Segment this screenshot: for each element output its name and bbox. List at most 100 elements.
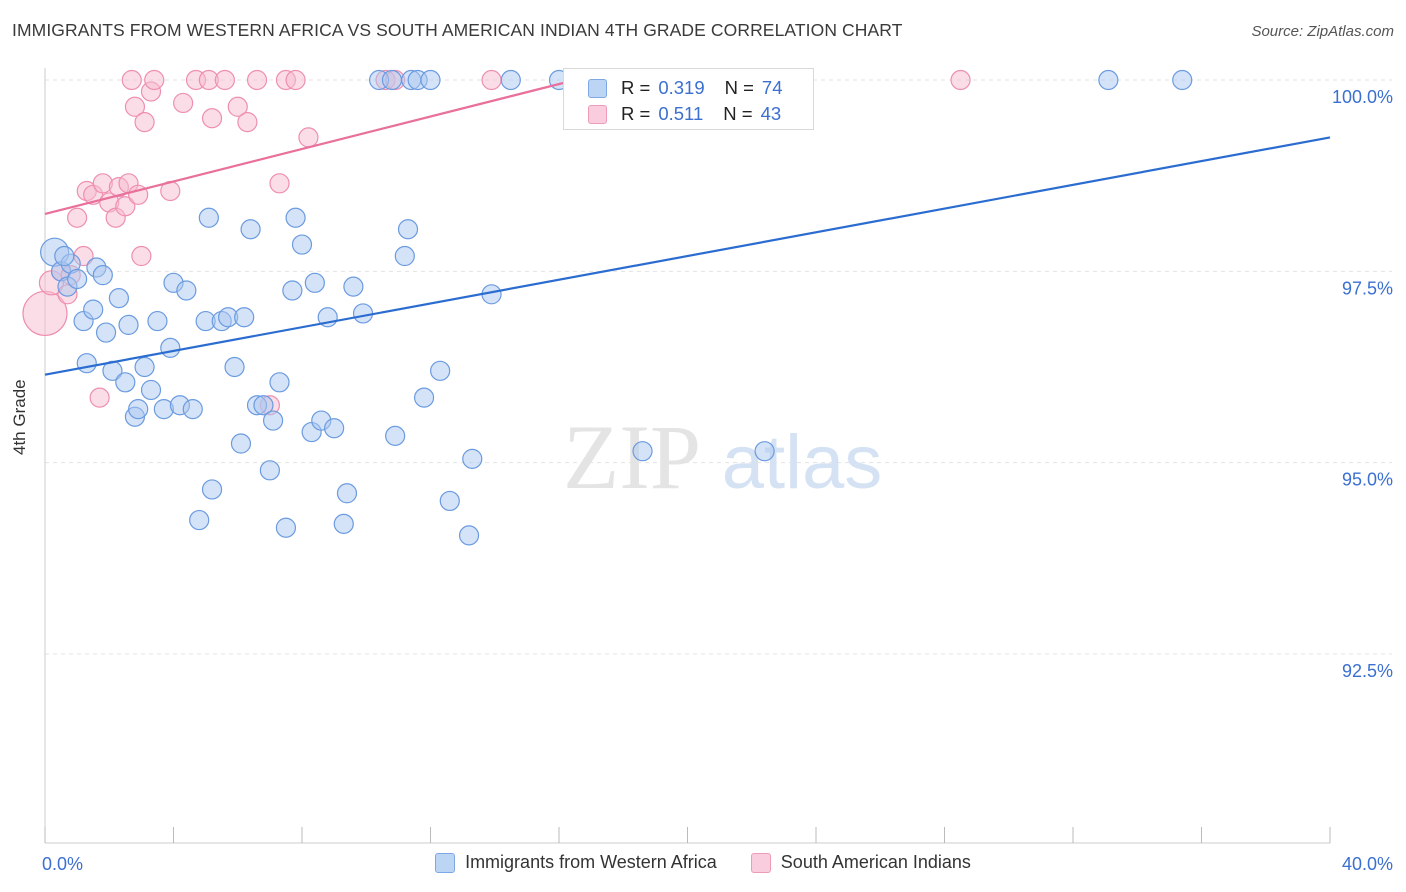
data-point xyxy=(420,69,441,91)
data-point xyxy=(176,280,197,301)
data-point xyxy=(201,108,223,129)
data-point xyxy=(115,372,136,393)
source-credit: Source: ZipAtlas.com xyxy=(1251,23,1394,40)
stat-r-value-blue: 0.319 xyxy=(658,77,705,98)
trend-lines xyxy=(44,78,1331,376)
watermark-atlas: atlas xyxy=(722,420,883,505)
stat-r-label-blue: R = xyxy=(621,77,651,98)
legend-swatch-blue xyxy=(435,852,456,873)
data-point xyxy=(237,111,258,133)
legend-item-pink[interactable]: South American Indians xyxy=(750,852,971,873)
stat-n-label-pink: N = xyxy=(723,103,753,124)
data-point xyxy=(89,387,110,408)
data-point xyxy=(108,288,129,309)
data-point xyxy=(262,410,284,431)
stat-row-blue: R = 0.319 N = 74 xyxy=(588,75,783,101)
data-point xyxy=(230,433,252,454)
data-point xyxy=(54,245,75,267)
grid-lines xyxy=(45,79,1392,655)
data-point xyxy=(227,96,248,117)
x-tick-label-1: 40.0% xyxy=(1342,854,1393,874)
data-point xyxy=(754,441,775,462)
data-point xyxy=(397,219,419,240)
legend-label-pink: South American Indians xyxy=(780,852,971,872)
data-point xyxy=(336,483,358,504)
data-point xyxy=(83,299,104,320)
data-point xyxy=(240,219,261,240)
tick-labels: 100.0% 97.5% 95.0% 92.5% 0.0% 40.0% xyxy=(42,87,1393,874)
data-point xyxy=(269,372,290,393)
data-point xyxy=(140,379,162,401)
data-point xyxy=(134,356,155,378)
stat-r-label-pink: R = xyxy=(621,103,651,124)
chart-legend: Immigrants from Western Africa South Ame… xyxy=(0,852,1406,873)
data-point xyxy=(430,360,451,381)
stat-n-value-pink: 43 xyxy=(760,103,782,124)
data-point xyxy=(462,448,483,469)
chart-title: IMMIGRANTS FROM WESTERN AFRICA VS SOUTH … xyxy=(12,20,903,40)
axes xyxy=(44,68,1331,844)
data-point xyxy=(124,96,146,117)
data-point xyxy=(385,425,406,446)
watermark: ZIP atlas xyxy=(563,406,882,508)
data-point xyxy=(214,69,235,91)
stat-swatch-pink xyxy=(588,104,607,124)
data-point xyxy=(118,314,139,336)
data-point xyxy=(173,92,194,114)
data-point xyxy=(134,111,155,133)
correlation-stats-box: R = 0.319 N = 74 R = 0.511 N = 43 xyxy=(563,68,814,130)
data-point xyxy=(144,69,165,91)
data-point xyxy=(333,513,354,534)
data-point xyxy=(481,69,502,91)
data-point xyxy=(224,356,245,378)
data-point xyxy=(1098,69,1119,91)
data-point xyxy=(246,69,268,91)
data-point xyxy=(160,337,181,358)
data-point xyxy=(439,490,460,512)
y-tick-label-0: 100.0% xyxy=(1332,87,1393,107)
stat-r-value-pink: 0.511 xyxy=(658,103,704,124)
series-immigrants-western-africa xyxy=(40,69,1193,546)
data-point xyxy=(128,398,149,420)
series-south-american-indians xyxy=(22,69,971,416)
data-point xyxy=(92,265,113,286)
data-point xyxy=(950,69,971,91)
data-point xyxy=(285,207,306,228)
data-point xyxy=(131,245,152,267)
data-point xyxy=(115,196,136,217)
data-point xyxy=(95,322,117,343)
data-point xyxy=(394,245,415,267)
trend-line-pink xyxy=(44,78,576,215)
y-tick-label-2: 95.0% xyxy=(1342,470,1393,490)
data-point xyxy=(298,127,319,148)
data-point xyxy=(234,307,255,328)
stat-n-label-blue: N = xyxy=(724,77,754,98)
x-tick-label-0: 0.0% xyxy=(42,854,83,874)
data-point xyxy=(285,69,306,91)
data-point xyxy=(291,234,313,255)
data-point xyxy=(189,509,210,531)
stat-row-pink: R = 0.511 N = 43 xyxy=(588,101,781,127)
data-point xyxy=(413,387,435,408)
legend-item-blue[interactable]: Immigrants from Western Africa xyxy=(435,852,717,873)
data-point xyxy=(343,276,364,297)
data-point xyxy=(67,268,88,290)
legend-swatch-pink xyxy=(750,852,771,873)
data-point xyxy=(632,441,653,462)
y-tick-label-3: 92.5% xyxy=(1342,661,1393,681)
data-point xyxy=(253,395,274,416)
legend-label-blue: Immigrants from Western Africa xyxy=(465,852,717,872)
data-point xyxy=(500,69,521,91)
y-tick-label-1: 97.5% xyxy=(1342,278,1393,298)
data-point xyxy=(182,398,203,420)
data-point xyxy=(324,418,345,439)
data-point xyxy=(201,479,223,500)
data-point xyxy=(67,207,88,228)
trend-line-blue xyxy=(44,136,1331,376)
data-point xyxy=(282,280,303,301)
data-point xyxy=(147,310,168,332)
data-point xyxy=(381,69,403,91)
data-point xyxy=(269,173,290,194)
data-point xyxy=(121,69,142,91)
